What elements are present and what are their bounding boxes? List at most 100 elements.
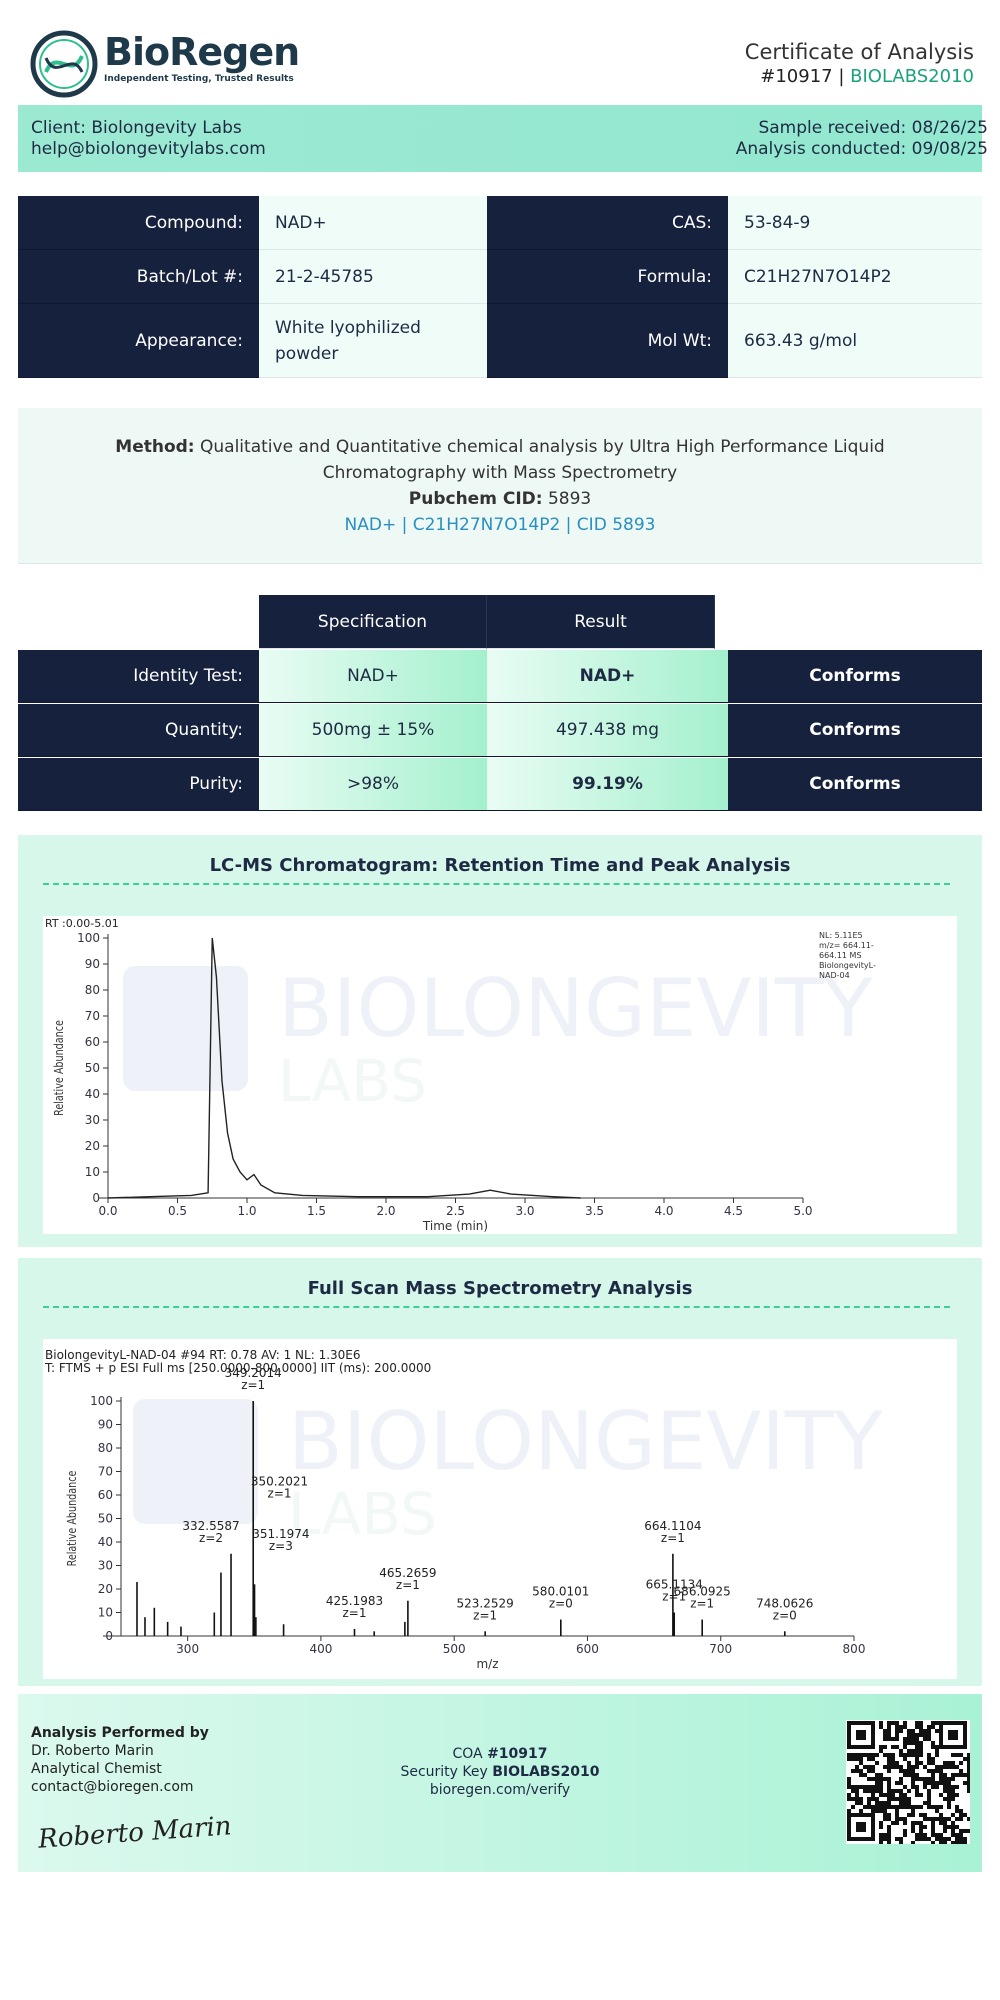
results-header: Specification: [259, 595, 487, 649]
qr-module: [963, 1757, 967, 1761]
qr-code[interactable]: [846, 1720, 970, 1844]
qr-module: [931, 1721, 935, 1725]
qr-module: [907, 1753, 911, 1757]
qr-module: [919, 1761, 923, 1765]
peak-charge: z=0: [549, 1597, 573, 1611]
qr-module: [895, 1797, 899, 1801]
qr-module: [927, 1725, 931, 1729]
qr-module: [879, 1805, 883, 1809]
qr-module: [935, 1749, 939, 1753]
peak-charge: z=1: [241, 1378, 265, 1392]
qr-module: [911, 1773, 915, 1777]
qr-module: [943, 1761, 947, 1765]
trace: [107, 937, 581, 1199]
qr-module: [883, 1737, 887, 1741]
qr-module: [895, 1729, 899, 1733]
qr-module: [907, 1733, 911, 1737]
qr-module: [955, 1785, 959, 1789]
pubchem-link[interactable]: NAD+ | C21H27N7O14P2 | CID 5893: [344, 515, 656, 535]
x-tick-label: 700: [709, 1642, 732, 1656]
qr-module: [959, 1841, 963, 1844]
method-line: Method: Qualitative and Quantitative che…: [88, 434, 912, 486]
qr-module: [951, 1813, 955, 1817]
qr-module: [923, 1737, 927, 1741]
qr-module: [935, 1805, 939, 1809]
qr-module: [879, 1809, 883, 1813]
verify-url[interactable]: bioregen.com/verify: [429, 1782, 571, 1798]
y-tick-label: 0: [92, 1191, 100, 1205]
watermark: LABS: [278, 1047, 427, 1115]
qr-module: [935, 1837, 939, 1841]
qr-module: [903, 1801, 907, 1805]
qr-module: [967, 1829, 970, 1833]
security-key: BIOLABS2010: [492, 1764, 600, 1780]
peak-charge: z=0: [773, 1608, 797, 1622]
x-tick-label: 0.0: [98, 1204, 117, 1218]
qr-finder: [856, 1730, 866, 1740]
qr-module: [915, 1805, 919, 1809]
qr-module: [887, 1777, 891, 1781]
qr-module: [911, 1825, 915, 1829]
qr-module: [879, 1841, 883, 1844]
qr-module: [939, 1769, 943, 1773]
qr-module: [911, 1741, 915, 1745]
qr-module: [875, 1805, 879, 1809]
qr-module: [919, 1753, 923, 1757]
y-tick-label: 60: [85, 1035, 100, 1049]
qr-module: [879, 1745, 883, 1749]
qr-module: [931, 1841, 935, 1844]
peak-mz: 465.2659: [379, 1566, 436, 1580]
peak-mz: 349.2014: [225, 1366, 282, 1380]
qr-module: [931, 1821, 935, 1825]
qr-module: [927, 1737, 931, 1741]
qr-module: [915, 1753, 919, 1757]
result: 497.438 mg: [487, 704, 728, 757]
qr-module: [891, 1737, 895, 1741]
pubchem-value: 5893: [547, 489, 592, 509]
qr-module: [867, 1769, 871, 1773]
x-tick-label: 4.0: [654, 1204, 673, 1218]
doc-key: BIOLABS2010: [850, 66, 974, 87]
qr-module: [903, 1833, 907, 1837]
qr-module: [855, 1765, 859, 1769]
qr-module: [887, 1733, 891, 1737]
performed-label: Analysis Performed by: [31, 1725, 209, 1741]
qr-module: [967, 1785, 970, 1789]
qr-module: [903, 1773, 907, 1777]
qr-module: [967, 1753, 970, 1757]
watermark: BIOLONGEVITY: [288, 1395, 884, 1488]
qr-module: [899, 1837, 903, 1841]
qr-finder: [847, 1813, 875, 1841]
qr-module: [923, 1813, 927, 1817]
qr-module: [847, 1753, 851, 1757]
peak-mz: 425.1983: [326, 1594, 383, 1608]
method-text: Qualitative and Quantitative chemical an…: [200, 437, 885, 483]
qr-module: [891, 1789, 895, 1793]
qr-module: [919, 1837, 923, 1841]
qr-module: [903, 1737, 907, 1741]
qr-module: [947, 1837, 951, 1841]
qr-module: [943, 1781, 947, 1785]
qr-module: [855, 1769, 859, 1773]
qr-module: [887, 1785, 891, 1789]
qr-module: [939, 1821, 943, 1825]
qr-module: [911, 1821, 915, 1825]
qr-module: [907, 1741, 911, 1745]
qr-module: [947, 1797, 951, 1801]
x-tick-label: 500: [443, 1642, 466, 1656]
qr-module: [907, 1797, 911, 1801]
x-tick-label: 1.5: [307, 1204, 326, 1218]
qr-module: [879, 1785, 883, 1789]
qr-finder: [939, 1721, 967, 1749]
qr-module: [895, 1809, 899, 1813]
qr-module: [871, 1785, 875, 1789]
qr-module: [875, 1797, 879, 1801]
x-tick-label: 300: [176, 1642, 199, 1656]
qr-module: [903, 1721, 907, 1725]
qr-module: [915, 1757, 919, 1761]
qr-module: [931, 1825, 935, 1829]
field-label: Mol Wt:: [487, 304, 728, 378]
analyst-email: contact@bioregen.com: [31, 1779, 194, 1795]
qr-module: [879, 1825, 883, 1829]
